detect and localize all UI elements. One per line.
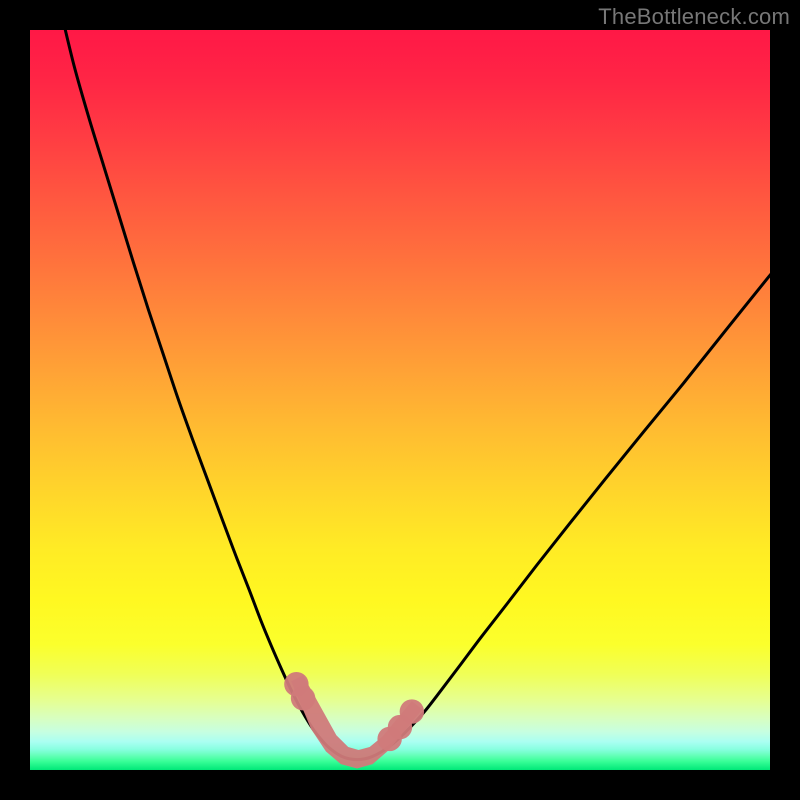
gradient-rect: [30, 30, 770, 770]
plot-svg: [0, 0, 800, 800]
watermark-text: TheBottleneck.com: [598, 4, 790, 30]
stage: TheBottleneck.com: [0, 0, 800, 800]
bead-dot: [400, 699, 424, 723]
bead-dot: [291, 686, 315, 710]
